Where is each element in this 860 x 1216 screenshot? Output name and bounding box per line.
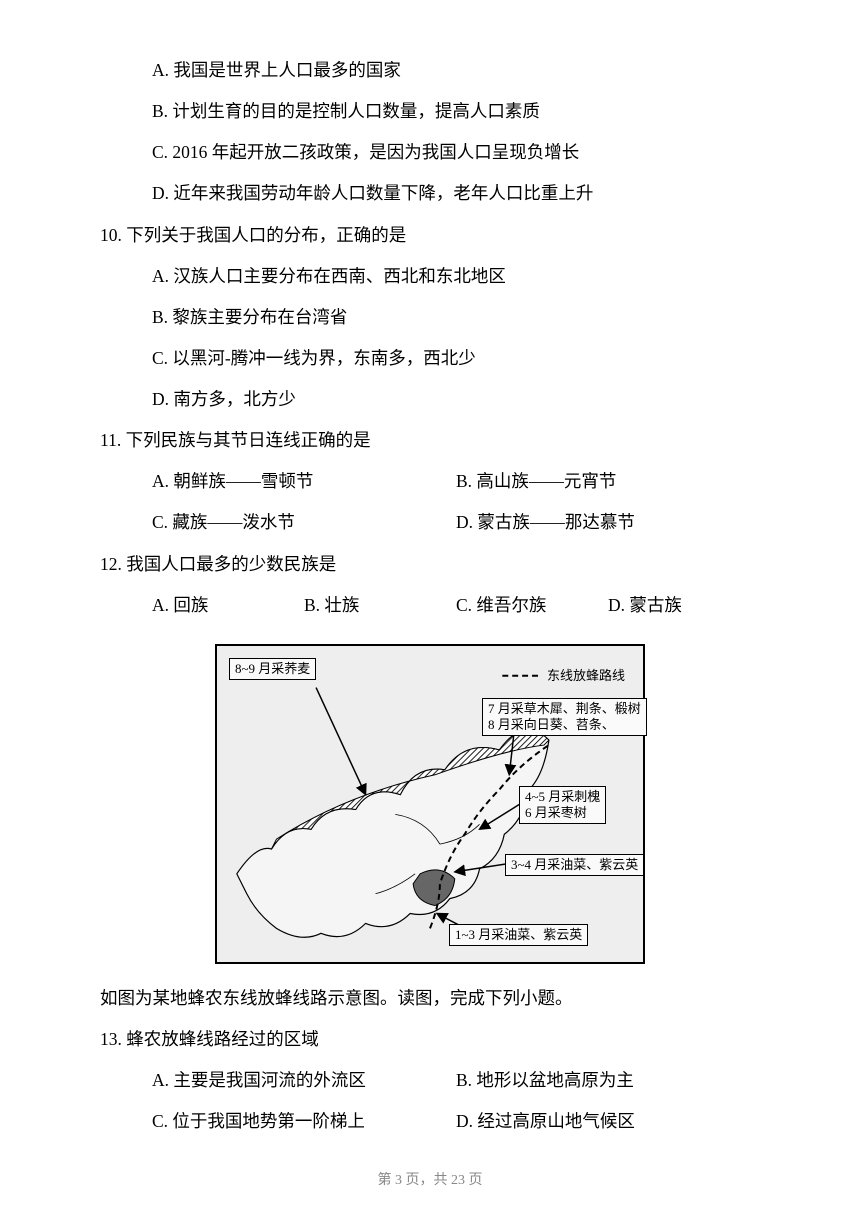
q13-option-a: A. 主要是我国河流的外流区 [152, 1060, 456, 1101]
q11-option-d: D. 蒙古族——那达慕节 [456, 502, 760, 543]
q11-option-c: C. 藏族——泼水节 [152, 502, 456, 543]
map-box-ne: 7 月采草木犀、荆条、椴树 8 月采向日葵、苕条、 [482, 698, 647, 737]
q10-option-c: C. 以黑河-腾冲一线为界，东南多，西北少 [152, 338, 760, 379]
q9-option-a: A. 我国是世界上人口最多的国家 [152, 50, 760, 91]
map-box-e2: 3~4 月采油菜、紫云英 [505, 854, 644, 876]
q11-stem: 11. 下列民族与其节日连线正确的是 [100, 420, 760, 461]
q12-option-b: B. 壮族 [304, 585, 456, 626]
map-legend-label: 东线放蜂路线 [547, 668, 625, 684]
map-caption: 如图为某地蜂农东线放蜂线路示意图。读图，完成下列小题。 [100, 978, 760, 1019]
map-box-e1: 4~5 月采刺槐 6 月采枣树 [519, 786, 606, 825]
q13-option-b: B. 地形以盆地高原为主 [456, 1060, 760, 1101]
q10-stem: 10. 下列关于我国人口的分布，正确的是 [100, 215, 760, 256]
q13-stem: 13. 蜂农放蜂线路经过的区域 [100, 1019, 760, 1060]
q11-option-b: B. 高山族——元宵节 [456, 461, 760, 502]
q12-option-a: A. 回族 [152, 585, 304, 626]
map-box-nw: 8~9 月采荞麦 [229, 658, 316, 680]
q13-option-d: D. 经过高原山地气候区 [456, 1101, 760, 1142]
map-box-s: 1~3 月采油菜、紫云英 [449, 924, 588, 946]
q9-option-d: D. 近年来我国劳动年龄人口数量下降，老年人口比重上升 [152, 173, 760, 214]
q13-option-c: C. 位于我国地势第一阶梯上 [152, 1101, 456, 1142]
q12-option-c: C. 维吾尔族 [456, 585, 608, 626]
q10-option-a: A. 汉族人口主要分布在西南、西北和东北地区 [152, 256, 760, 297]
q11-option-a: A. 朝鲜族——雪顿节 [152, 461, 456, 502]
q9-option-c: C. 2016 年起开放二孩政策，是因为我国人口呈现负增长 [152, 132, 760, 173]
map-figure: 8~9 月采荞麦 东线放蜂路线 7 月采草木犀、荆条、椴树 8 月采向日葵、苕条… [215, 644, 645, 964]
q9-option-b: B. 计划生育的目的是控制人口数量，提高人口素质 [152, 91, 760, 132]
q12-stem: 12. 我国人口最多的少数民族是 [100, 544, 760, 585]
q10-option-b: B. 黎族主要分布在台湾省 [152, 297, 760, 338]
q10-option-d: D. 南方多，北方少 [152, 379, 760, 420]
page-footer: 第 3 页，共 23 页 [0, 1174, 860, 1188]
q12-option-d: D. 蒙古族 [608, 585, 760, 626]
